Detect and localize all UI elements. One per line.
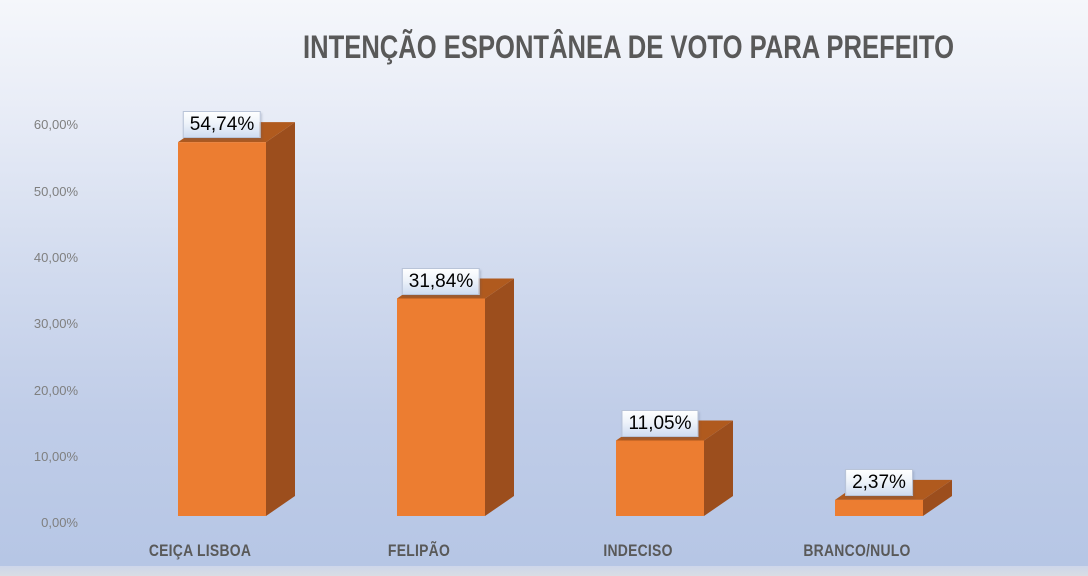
- bar-column: [178, 122, 295, 517]
- bar-side-face: [266, 122, 295, 517]
- data-label: 11,05%: [621, 409, 699, 437]
- bar-column: [397, 278, 514, 516]
- y-tick-label: 10,00%: [33, 448, 78, 464]
- data-label: 2,37%: [845, 468, 913, 496]
- y-tick-label: 0,00%: [41, 515, 78, 531]
- data-label: 31,84%: [401, 267, 481, 295]
- category-label: BRANCO/NULO: [803, 541, 911, 560]
- category-label: FELIPÃO: [387, 541, 451, 560]
- data-label: 54,74%: [182, 111, 262, 139]
- bar-front-face: [178, 142, 266, 516]
- chart-title: INTENÇÃO ESPONTÂNEA DE VOTO PARA PREFEIT…: [303, 29, 954, 65]
- y-tick-label: 50,00%: [33, 183, 78, 199]
- chart-floor-strip: [0, 566, 1088, 576]
- bar-side-face: [704, 420, 733, 516]
- bar-side-face: [485, 278, 514, 516]
- y-tick-label: 30,00%: [33, 316, 78, 332]
- category-label: INDECISO: [603, 541, 673, 560]
- bar-side-face: [923, 479, 952, 516]
- y-tick-label: 20,00%: [33, 382, 78, 398]
- bar-front-face: [835, 499, 923, 516]
- y-tick-label: 60,00%: [33, 117, 78, 133]
- bar-front-face: [616, 440, 704, 516]
- category-label: CEIÇA LISBOA: [148, 541, 252, 560]
- y-tick-label: 40,00%: [33, 249, 78, 265]
- bar-front-face: [397, 298, 485, 516]
